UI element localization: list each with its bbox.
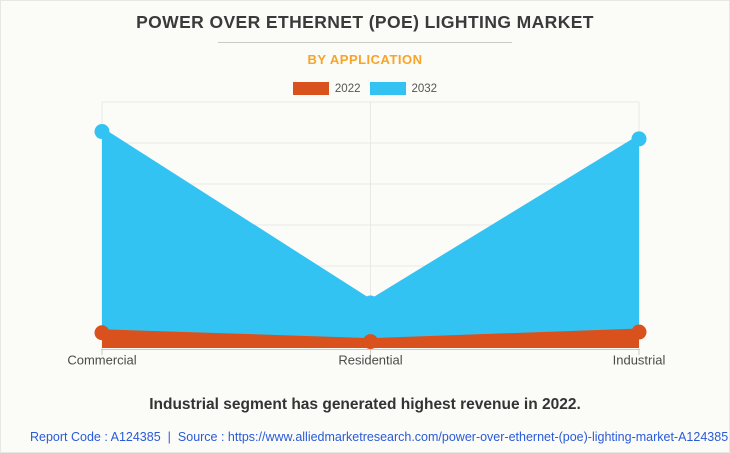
series-area-2022[interactable] <box>102 332 639 348</box>
legend-swatch-2032 <box>369 82 406 95</box>
series-area-2032[interactable] <box>102 131 639 348</box>
legend-label-2032: 2032 <box>411 82 438 95</box>
page-title: POWER OVER ETHERNET (POE) LIGHTING MARKE… <box>136 12 594 32</box>
title-divider <box>218 42 512 43</box>
data-point-2022-Residential[interactable] <box>363 334 378 350</box>
x-axis-label-Industrial: Industrial <box>613 353 666 368</box>
legend-item-2032[interactable]: 2032 <box>369 82 438 95</box>
data-point-2022-Commercial[interactable] <box>94 325 110 341</box>
data-point-2032-Residential[interactable] <box>363 295 378 311</box>
report-footer: Report Code : A124385 | Source : https://w… <box>30 430 728 444</box>
x-axis-label-Commercial: Commercial <box>67 353 136 368</box>
data-point-2032-Industrial[interactable] <box>631 131 647 147</box>
data-point-2032-Commercial[interactable] <box>94 124 110 140</box>
x-axis-label-Residential: Residential <box>338 353 402 368</box>
chart-legend: 2022 2032 <box>1 82 729 95</box>
chart-note: Industrial segment has generated highest… <box>149 396 581 413</box>
legend-item-2022[interactable]: 2022 <box>292 82 361 95</box>
report-code-text: Report Code : A124385 <box>30 430 161 444</box>
legend-swatch-2022 <box>292 82 329 95</box>
footer-separator: | <box>167 430 171 444</box>
legend-label-2022: 2022 <box>334 82 361 95</box>
data-point-2022-Industrial[interactable] <box>631 324 647 340</box>
chart-subtitle: BY APPLICATION <box>307 52 423 67</box>
source-link[interactable]: Source : https://www.alliedmarketresearc… <box>177 430 729 444</box>
